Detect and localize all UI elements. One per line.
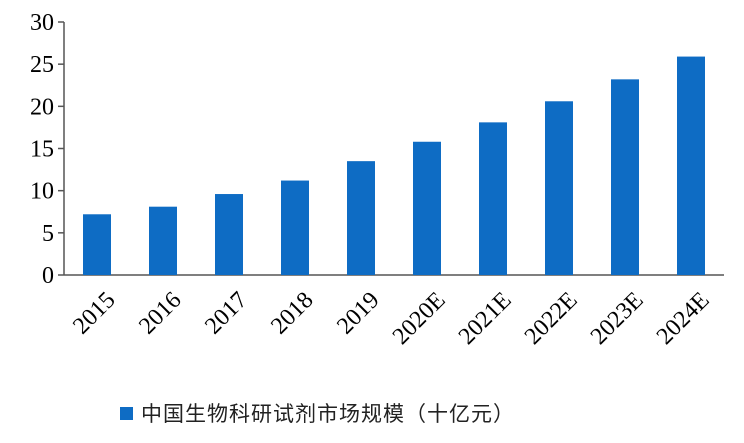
x-ticks: 2015 2016 2017 2018 2019 2020E 2021E 2022E 2023E…: [68, 287, 714, 350]
x-tick-label: 2017: [200, 287, 252, 339]
x-tick-label: 2021E: [454, 287, 517, 350]
bar-2020E: [413, 141, 441, 275]
y-tick-label: 30: [30, 10, 54, 36]
bars: [83, 56, 705, 276]
x-tick-label: 2020E: [388, 287, 451, 350]
y-tick-label: 5: [42, 221, 54, 247]
legend: 中国生物科研试剂市场规模（十亿元）: [120, 398, 515, 428]
y-tick-label: 20: [30, 94, 54, 120]
y-tick-label: 10: [30, 179, 54, 205]
y-ticks: 0 5 10 15 20 25 30: [30, 10, 64, 289]
legend-label: 中国生物科研试剂市场规模（十亿元）: [141, 402, 515, 426]
x-tick-label: 2018: [266, 287, 318, 339]
y-tick-label: 25: [30, 52, 54, 78]
bar-2024E: [677, 56, 705, 276]
bar-2019: [347, 161, 375, 275]
x-tick-label: 2022E: [520, 287, 583, 350]
bar-2017: [215, 194, 243, 275]
x-tick-label: 2023E: [586, 287, 649, 350]
x-tick-label: 2016: [134, 287, 186, 339]
y-tick-label: 0: [42, 263, 54, 289]
x-tick-label: 2019: [332, 287, 384, 339]
bar-2022E: [545, 101, 573, 275]
bar-2016: [149, 206, 177, 275]
bar-2023E: [611, 79, 639, 275]
x-tick-label: 2024E: [652, 287, 715, 350]
y-tick-label: 15: [30, 137, 54, 163]
x-tick-label: 2015: [68, 287, 120, 339]
bar-2018: [281, 180, 309, 275]
legend-swatch: [120, 406, 133, 420]
bar-2021E: [479, 122, 507, 276]
bar-2015: [83, 214, 111, 275]
